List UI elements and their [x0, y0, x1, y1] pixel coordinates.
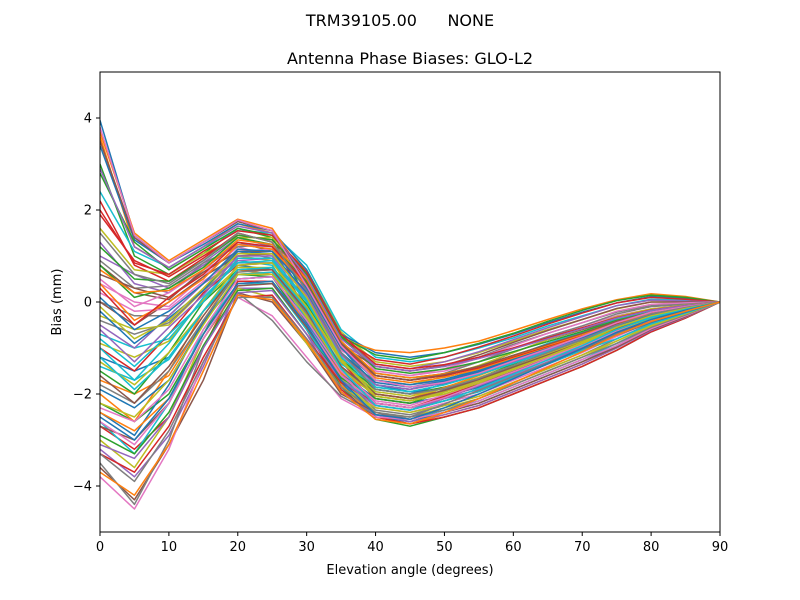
- y-tick-label: 4: [84, 112, 92, 127]
- y-tick-label: −4: [73, 480, 92, 495]
- y-tick-label: −2: [73, 388, 92, 403]
- series-line-azi-070: [100, 287, 720, 478]
- x-tick-label: 20: [230, 540, 247, 555]
- series-line-azi-340: [100, 252, 720, 402]
- x-tick-label: 70: [574, 540, 591, 555]
- y-tick-label: 0: [84, 296, 92, 311]
- figure-suptitle: TRM39105.00 NONE: [305, 11, 494, 30]
- series-line-azi-165: [100, 214, 720, 365]
- x-tick-label: 40: [367, 540, 384, 555]
- series-line-azi-280: [100, 280, 720, 446]
- series-line-azi-350: [100, 280, 720, 441]
- series-line-azi-285: [100, 296, 720, 483]
- y-axis-label: Bias (mm): [50, 269, 65, 336]
- x-tick-label: 90: [712, 540, 729, 555]
- y-tick-label: 2: [84, 204, 92, 219]
- series-line-azi-345: [100, 266, 720, 411]
- series-layer: [100, 120, 720, 510]
- x-tick-label: 30: [298, 540, 315, 555]
- x-tick-label: 0: [96, 540, 104, 555]
- x-tick-label: 60: [505, 540, 522, 555]
- series-line-azi-335: [100, 232, 720, 395]
- series-line-azi-180: [100, 257, 720, 377]
- x-tick-label: 80: [643, 540, 660, 555]
- series-line-azi-275: [100, 269, 720, 404]
- series-line-azi-320: [100, 168, 720, 372]
- y-axis-ticks: −4 −2 0 2 4: [73, 112, 100, 495]
- chart-title: Antenna Phase Biases: GLO-L2: [287, 49, 533, 68]
- series-line-azi-355: [100, 294, 720, 496]
- x-tick-label: 50: [436, 540, 453, 555]
- x-tick-label: 10: [161, 540, 178, 555]
- series-line-azi-160: [100, 172, 720, 361]
- x-axis-ticks: 0 10 20 30 40 50 60 70 80 90: [96, 532, 728, 555]
- series-line-azi-270: [100, 255, 720, 391]
- series-line-azi-330: [100, 126, 720, 388]
- x-axis-label: Elevation angle (degrees): [326, 563, 493, 578]
- series-line-azi-155: [100, 131, 720, 354]
